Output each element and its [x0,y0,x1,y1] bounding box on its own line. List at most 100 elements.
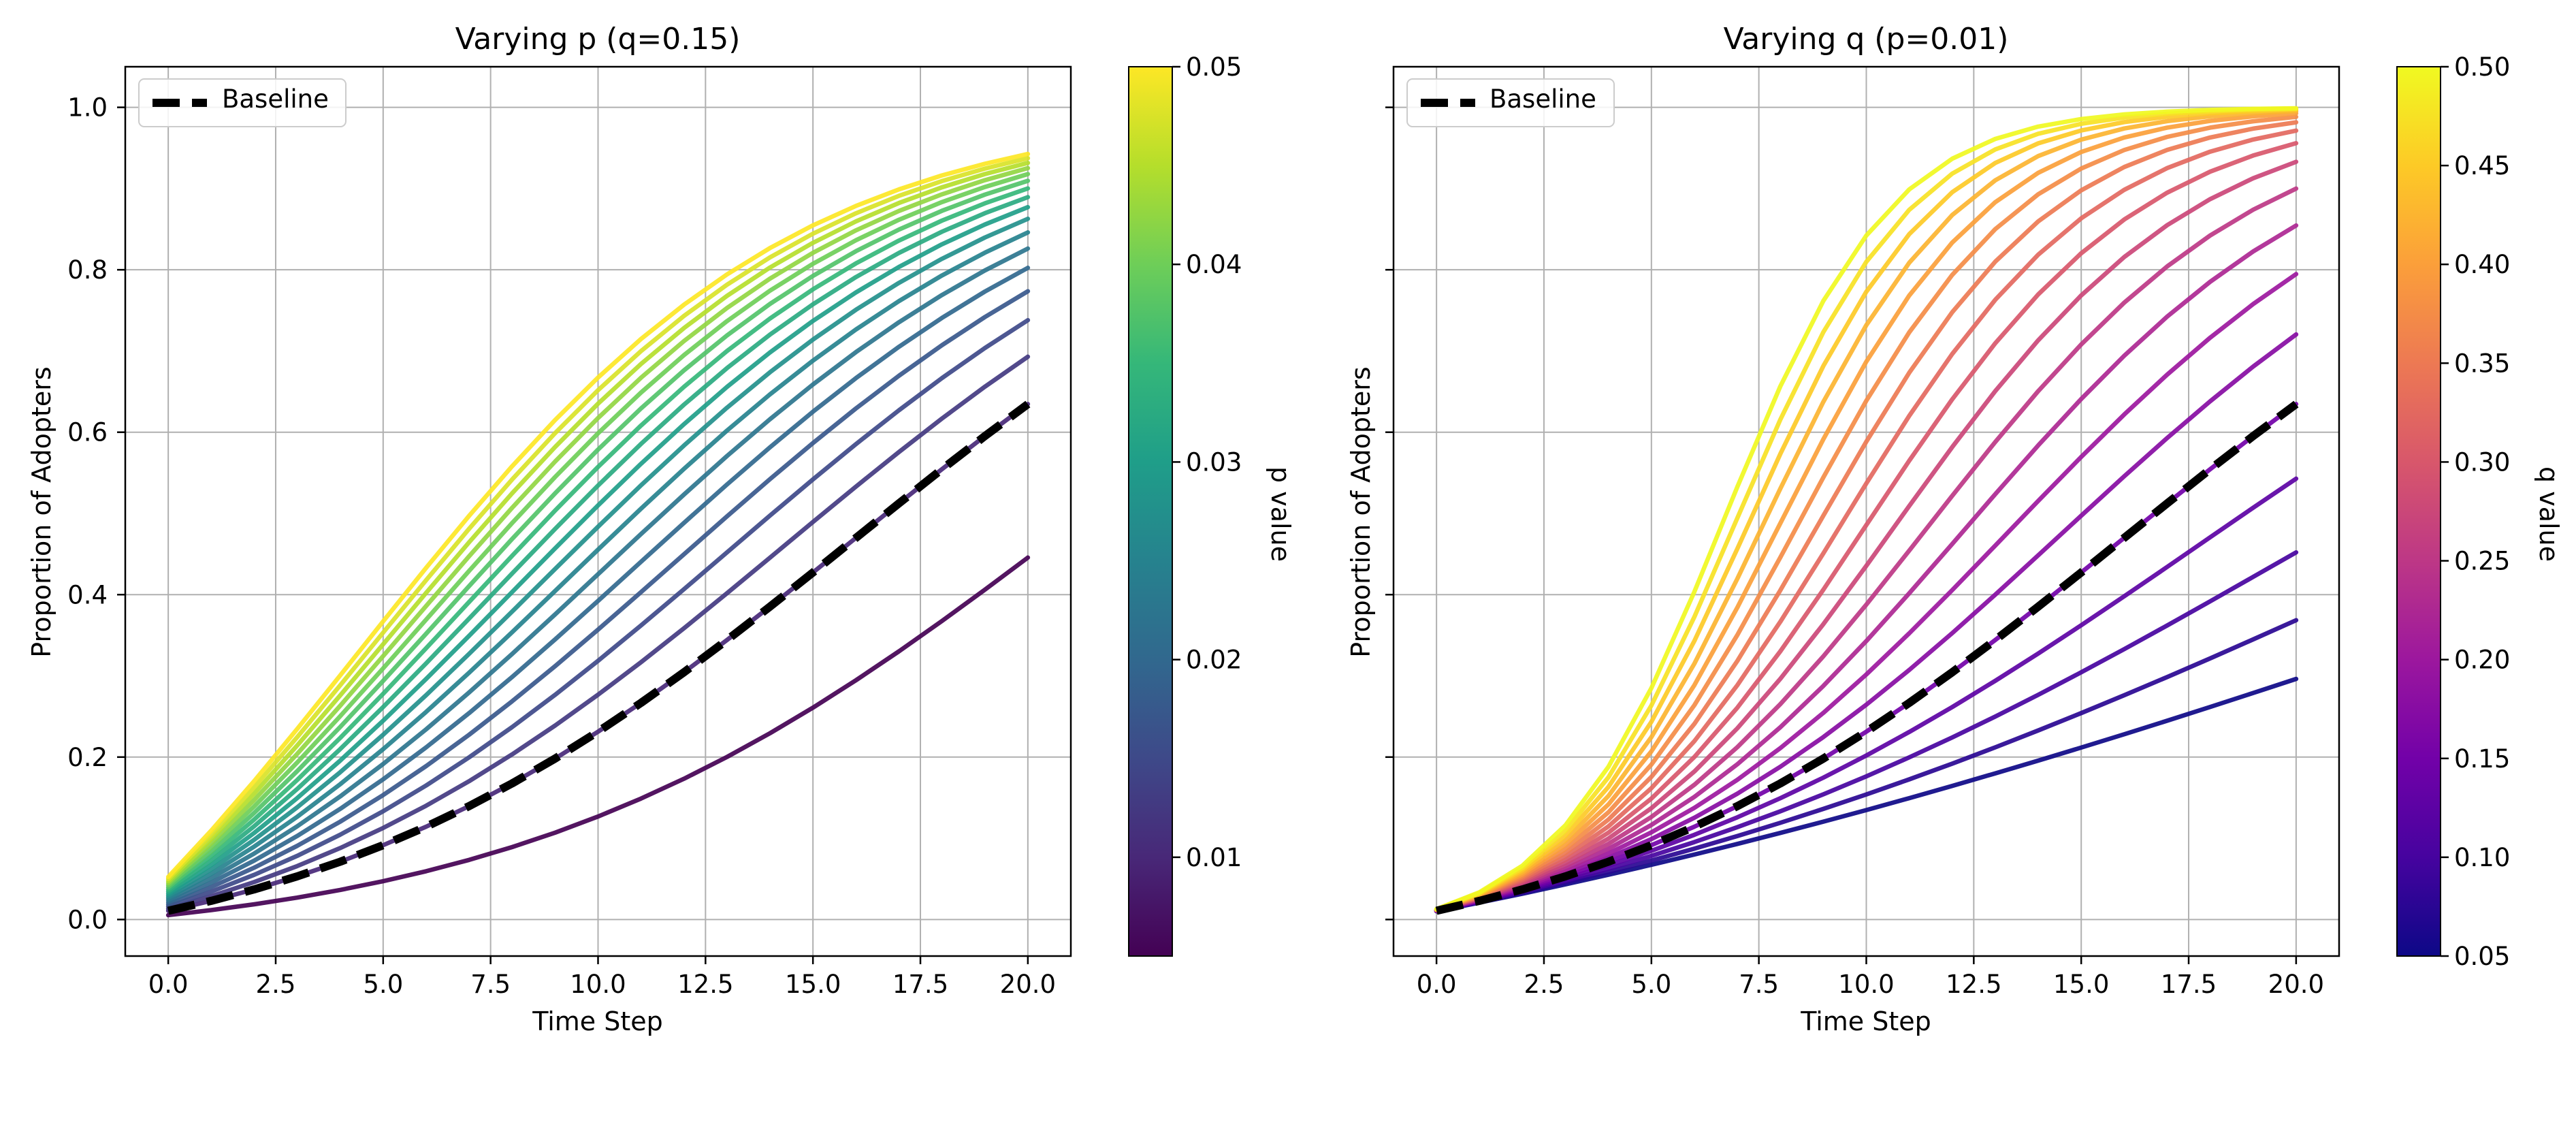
x-tick-label: 7.5 [470,970,511,999]
colorbar-label: p value [1266,466,1295,562]
colorbar-tick-label: 0.50 [2454,52,2510,82]
x-tick-label: 15.0 [2053,970,2109,999]
colorbar-tick-label: 0.20 [2454,646,2510,675]
series-line [1434,106,2299,912]
colorbar-tick-label: 0.25 [2454,547,2510,576]
panel-varying-p: Varying p (q=0.15) Time Step Proportion … [27,22,1295,1036]
series-line [1434,272,2299,913]
legend-box [1406,78,1615,127]
series-line [165,317,1031,909]
colorbar-tick-label: 0.10 [2454,843,2510,872]
series-line [1434,618,2299,914]
colorbar-tick-label: 0.15 [2454,744,2510,774]
x-tick-label: 2.5 [1524,970,1564,999]
series-line [1434,128,2299,912]
x-tick-label: 5.0 [1631,970,1671,999]
legend-label: Baseline [222,84,329,114]
series-group [1434,106,2299,914]
chart-title: Varying q (p=0.01) [1724,22,2009,57]
colorbar-label: q value [2534,466,2564,562]
series-line [1434,106,2299,912]
y-axis [1385,106,1394,921]
series-line [165,195,1031,894]
x-tick-label: 0.0 [148,970,189,999]
series-line [1434,120,2299,912]
legend-label: Baseline [1490,84,1596,114]
y-tick-label: 1.0 [67,93,108,123]
colorbar-tick-label: 0.04 [1186,250,1242,279]
chart-title: Varying p (q=0.15) [455,22,741,57]
x-tick-label: 17.5 [2161,970,2217,999]
series-line [165,178,1031,890]
colorbar-tick-label: 0.35 [2454,349,2510,378]
y-axis: 0.0 0.2 0.4 0.6 0.8 1.0 [67,93,125,934]
x-tick-label: 10.0 [1838,970,1894,999]
x-tick-label: 2.5 [256,970,296,999]
colorbar-tick-label: 0.01 [1186,843,1242,872]
x-tick-label: 12.5 [677,970,733,999]
x-tick-label: 12.5 [1946,970,2001,999]
y-axis-label: Proportion of Adopters [27,366,57,657]
series-line [165,246,1031,902]
y-tick-label: 0.2 [67,743,108,772]
x-axis: 0.0 2.5 5.0 7.5 10.0 12.5 15.0 17.5 20.0 [1417,956,2324,999]
x-tick-label: 7.5 [1739,970,1779,999]
x-tick-label: 20.0 [2268,970,2324,999]
series-line [165,204,1031,896]
colorbar: 0.05 0.10 0.15 0.20 0.25 0.30 0.35 0.40 0.45 0.50 [2396,52,2510,971]
series-line [1434,476,2299,913]
colorbar: 0.01 0.02 0.03 0.04 0.05 [1128,52,1242,957]
series-line [1434,332,2299,913]
series-line [1434,141,2299,912]
x-tick-label: 17.5 [892,970,948,999]
series-line [165,160,1031,884]
colorbar-tick-label: 0.30 [2454,447,2510,477]
y-axis-label: Proportion of Adopters [1346,366,1376,657]
series-line [165,156,1031,882]
series-line [165,186,1031,892]
panel-varying-q: Varying q (p=0.01) Time Step Proportion … [1346,22,2564,1036]
series-line [1434,111,2299,912]
x-tick-label: 5.0 [363,970,403,999]
y-tick-label: 0.0 [67,905,108,934]
series-line [1434,550,2299,914]
series-line [1434,402,2299,913]
series-line [1434,108,2299,912]
legend [138,78,347,127]
colorbar-tick-label: 0.02 [1186,646,1242,675]
y-tick-label: 0.6 [67,418,108,447]
series-line [1434,107,2299,912]
series-line [165,165,1031,886]
series-line [165,354,1031,911]
colorbar-tick-label: 0.05 [2454,942,2510,971]
grid [1394,67,2339,956]
series-line [1434,223,2299,913]
series-line [165,172,1031,888]
series-line [1434,186,2299,913]
series-line [165,555,1031,918]
colorbar-tick-label: 0.40 [2454,250,2510,279]
series-line [165,289,1031,907]
colorbar-tick-label: 0.05 [1186,52,1242,82]
y-tick-label: 0.4 [67,580,108,609]
x-tick-label: 0.0 [1417,970,1457,999]
x-tick-label: 20.0 [1000,970,1056,999]
colorbar-tick-label: 0.45 [2454,151,2510,180]
legend [1406,78,1615,127]
x-tick-label: 15.0 [785,970,841,999]
series-line [165,230,1031,900]
x-axis-label: Time Step [532,1006,663,1036]
colorbar-bar [1128,66,1173,957]
series-line [165,402,1031,913]
colorbar-bar [2396,66,2441,957]
colorbar-tick-label: 0.03 [1186,447,1242,477]
x-axis: 0.0 2.5 5.0 7.5 10.0 12.5 15.0 17.5 20.0 [148,956,1056,999]
series-line [165,217,1031,898]
series-line [165,266,1031,905]
x-tick-label: 10.0 [570,970,626,999]
y-tick-label: 0.8 [67,255,108,285]
legend-box [138,78,347,127]
series-line [1434,159,2299,912]
series-line [165,151,1031,880]
